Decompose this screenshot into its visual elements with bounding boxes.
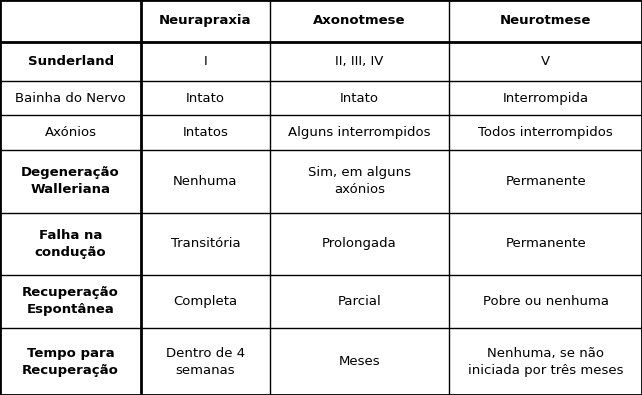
Text: Prolongada: Prolongada [322, 237, 397, 250]
Text: II, III, IV: II, III, IV [335, 55, 384, 68]
Text: Recuperação
Espontânea: Recuperação Espontânea [22, 286, 119, 316]
Text: Neurapraxia: Neurapraxia [159, 14, 252, 27]
Text: Permanente: Permanente [505, 175, 586, 188]
Text: Completa: Completa [173, 295, 238, 308]
Text: Bainha do Nervo: Bainha do Nervo [15, 92, 126, 105]
Text: Intatos: Intatos [182, 126, 229, 139]
Text: Transitória: Transitória [171, 237, 240, 250]
Text: Alguns interrompidos: Alguns interrompidos [288, 126, 431, 139]
Text: Parcial: Parcial [338, 295, 381, 308]
Text: I: I [204, 55, 207, 68]
Text: Interrompida: Interrompida [503, 92, 589, 105]
Text: Tempo para
Recuperação: Tempo para Recuperação [22, 346, 119, 376]
Text: Axónios: Axónios [45, 126, 96, 139]
Text: Axonotmese: Axonotmese [313, 14, 406, 27]
Text: Nenhuma: Nenhuma [173, 175, 238, 188]
Text: Todos interrompidos: Todos interrompidos [478, 126, 613, 139]
Text: Pobre ou nenhuma: Pobre ou nenhuma [483, 295, 609, 308]
Text: Dentro de 4
semanas: Dentro de 4 semanas [166, 346, 245, 376]
Text: Nenhuma, se não
iniciada por três meses: Nenhuma, se não iniciada por três meses [468, 346, 623, 376]
Text: Falha na
condução: Falha na condução [35, 229, 107, 259]
Text: Sim, em alguns
axónios: Sim, em alguns axónios [308, 166, 411, 196]
Text: V: V [541, 55, 550, 68]
Text: Permanente: Permanente [505, 237, 586, 250]
Text: Sunderland: Sunderland [28, 55, 114, 68]
Text: Meses: Meses [339, 355, 380, 368]
Text: Degeneração
Walleriana: Degeneração Walleriana [21, 166, 120, 196]
Text: Neurotmese: Neurotmese [500, 14, 591, 27]
Text: Intato: Intato [186, 92, 225, 105]
Text: Intato: Intato [340, 92, 379, 105]
